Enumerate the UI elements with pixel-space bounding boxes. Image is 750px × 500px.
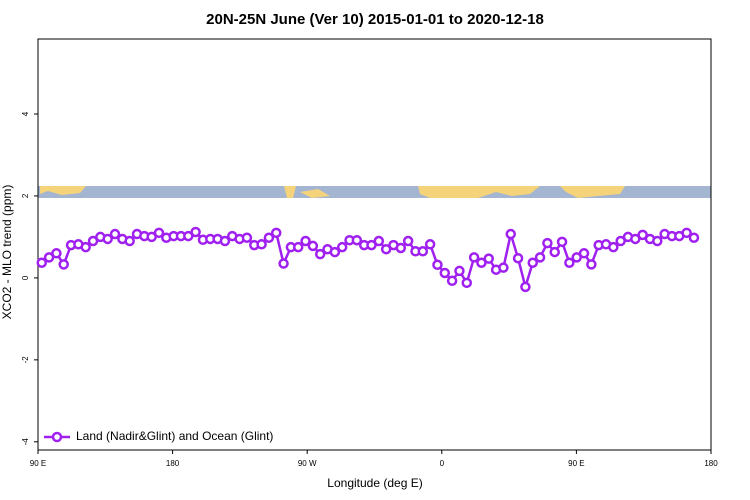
data-point: [446, 275, 458, 287]
data-point: [630, 233, 641, 245]
land-shape: [284, 186, 330, 198]
data-point: [432, 259, 443, 271]
series-line: [41, 229, 695, 292]
x-tick-label: 90 W: [298, 459, 317, 468]
data-point: [578, 248, 590, 259]
data-point: [461, 277, 473, 289]
data-point: [681, 227, 692, 239]
data-point: [51, 248, 62, 259]
x-tick-label: 0: [440, 459, 445, 468]
data-point: [520, 281, 531, 293]
data-point: [124, 235, 135, 247]
plot-frame: [37, 38, 712, 451]
y-tick-label: -2: [21, 356, 30, 364]
data-point: [256, 239, 267, 250]
data-point: [336, 241, 348, 253]
y-axis-label: XCO2 - MLO trend (ppm): [0, 185, 14, 320]
data-point: [454, 265, 465, 277]
data-point: [292, 241, 304, 253]
data-point: [300, 235, 311, 247]
data-point: [608, 241, 619, 253]
data-point: [307, 240, 319, 252]
data-point: [43, 252, 55, 263]
map-strip: [38, 186, 711, 198]
chart-title: 20N-25N June (Ver 10) 2015-01-01 to 2020…: [206, 11, 544, 28]
data-point: [542, 237, 553, 249]
data-point: [183, 230, 194, 242]
x-tick-label: 90 E: [30, 459, 46, 468]
data-point: [263, 232, 275, 243]
legend-marker: [51, 431, 63, 443]
data-point: [637, 229, 648, 241]
data-point: [688, 232, 700, 243]
data-point: [146, 231, 157, 243]
y-tick-label: 4: [21, 111, 30, 116]
data-point: [380, 243, 392, 255]
data-point: [564, 257, 575, 268]
data-point: [483, 253, 495, 264]
x-axis-label: Longitude (deg E): [327, 476, 422, 490]
y-tick-label: -4: [21, 438, 30, 446]
data-point: [417, 246, 429, 257]
data-point: [439, 267, 451, 279]
data-point: [652, 235, 663, 247]
data-point: [586, 259, 597, 270]
data-point: [278, 258, 289, 269]
data-point: [468, 252, 480, 263]
data-point: [512, 252, 524, 264]
data-point: [527, 257, 538, 268]
data-point: [498, 262, 509, 273]
data-point: [366, 239, 377, 251]
data-point: [505, 228, 516, 240]
data-point: [241, 232, 253, 243]
y-tick-label: 2: [21, 193, 30, 198]
data-point: [80, 241, 91, 253]
ocean-strip: [38, 186, 711, 198]
x-tick-label: 180: [166, 459, 180, 468]
y-tick-label: 0: [21, 275, 30, 280]
land-shape: [418, 186, 540, 198]
land-shape: [560, 186, 625, 198]
x-tick-label: 180: [704, 459, 718, 468]
data-point: [556, 236, 568, 248]
data-point: [270, 227, 282, 239]
data-point: [373, 235, 385, 247]
data-point: [36, 257, 47, 268]
data-point: [351, 234, 363, 246]
data-point: [58, 259, 69, 270]
data-point: [424, 239, 436, 250]
data-point: [329, 246, 341, 258]
data-point: [314, 248, 326, 260]
data-point: [571, 252, 582, 263]
data-point: [219, 235, 231, 247]
data-point: [549, 246, 560, 258]
data-point: [109, 228, 121, 240]
legend: Land (Nadir&Glint) and Ocean (Glint): [44, 429, 273, 443]
land-shape: [40, 186, 86, 195]
legend-label: Land (Nadir&Glint) and Ocean (Glint): [76, 429, 273, 443]
data-point: [395, 242, 407, 254]
data-point: [102, 233, 113, 245]
data-point: [190, 226, 201, 238]
data-point: [87, 235, 99, 247]
data-point: [615, 235, 626, 247]
data-point: [402, 235, 414, 247]
data-point: [534, 252, 546, 263]
data-point: [153, 227, 165, 239]
data-point: [476, 257, 487, 268]
x-tick-label: 90 E: [568, 459, 584, 468]
